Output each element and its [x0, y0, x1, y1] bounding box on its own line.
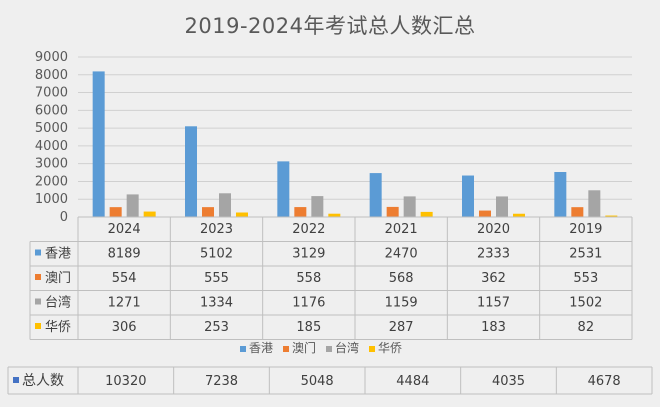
data-label: 2333	[477, 247, 510, 262]
data-label: 568	[389, 271, 414, 286]
data-label: 183	[481, 320, 506, 335]
y-tick-label: 6000	[35, 103, 68, 118]
bar-华侨-2022	[328, 213, 341, 217]
bar-香港-2024	[92, 71, 105, 217]
legend-swatch-香港	[240, 346, 246, 352]
y-tick-label: 2000	[35, 174, 68, 189]
bar-华侨-2019	[605, 215, 618, 217]
data-label: 1157	[477, 296, 510, 311]
data-label: 82	[578, 320, 595, 335]
x-tick-label: 2022	[292, 222, 325, 237]
data-label: 555	[204, 271, 229, 286]
table-row-label: 华侨	[45, 320, 71, 335]
total-value: 4678	[588, 374, 621, 389]
y-tick-label: 0	[60, 210, 68, 225]
data-label: 253	[204, 320, 229, 335]
bar-华侨-2021	[420, 211, 433, 217]
table-legend-key-华侨	[35, 323, 41, 329]
total-row-label: 总人数	[22, 373, 64, 389]
bar-澳门-2024	[109, 207, 122, 217]
bar-台湾-2021	[403, 196, 416, 217]
data-label: 362	[481, 271, 506, 286]
legend-label: 华侨	[378, 341, 402, 355]
bar-香港-2020	[462, 175, 474, 217]
bar-香港-2022	[277, 161, 290, 217]
y-tick-label: 4000	[35, 139, 68, 154]
y-tick-label: 1000	[35, 192, 68, 207]
table-legend-key-香港	[35, 249, 41, 256]
bar-澳门-2021	[386, 206, 399, 217]
table-legend-key-台湾	[35, 298, 41, 305]
chart-title: 2019-2024年考试总人数汇总	[184, 14, 476, 38]
bar-台湾-2023	[219, 193, 231, 217]
legend-label: 台湾	[335, 340, 359, 355]
total-value: 7238	[205, 374, 238, 389]
bar-台湾-2022	[311, 196, 324, 217]
data-label: 1334	[200, 296, 233, 311]
total-legend-key	[13, 377, 19, 383]
bar-澳门-2023	[202, 207, 214, 217]
bar-香港-2019	[554, 172, 567, 217]
data-label: 558	[296, 271, 321, 286]
data-label: 3129	[292, 247, 325, 262]
bar-香港-2023	[185, 126, 197, 217]
data-label: 287	[389, 320, 414, 335]
legend-swatch-华侨	[369, 346, 375, 352]
bar-香港-2021	[369, 173, 382, 217]
data-label: 553	[573, 271, 598, 286]
x-tick-label: 2021	[385, 222, 418, 237]
legend-swatch-台湾	[326, 346, 332, 352]
data-label: 306	[112, 320, 137, 335]
table-legend-key-澳门	[35, 274, 41, 280]
total-value: 10320	[105, 374, 146, 389]
y-tick-label: 8000	[35, 68, 68, 83]
total-value: 4035	[492, 374, 525, 389]
x-tick-label: 2019	[569, 222, 602, 237]
bar-华侨-2024	[143, 211, 156, 217]
data-label: 5102	[200, 247, 233, 262]
y-tick-label: 3000	[35, 157, 68, 172]
data-label: 1159	[385, 296, 418, 311]
y-tick-label: 9000	[35, 50, 68, 65]
data-label: 554	[112, 271, 137, 286]
bar-华侨-2020	[513, 213, 525, 217]
bar-澳门-2022	[294, 207, 307, 217]
data-label: 1271	[108, 296, 141, 311]
bar-华侨-2023	[236, 212, 248, 217]
data-label: 1502	[569, 296, 602, 311]
data-label: 1176	[292, 296, 325, 311]
data-label: 2531	[569, 247, 602, 262]
bar-台湾-2024	[126, 194, 139, 217]
y-tick-label: 7000	[35, 86, 68, 101]
x-tick-label: 2020	[477, 222, 510, 237]
bar-澳门-2020	[479, 210, 491, 217]
legend-label: 香港	[249, 341, 273, 355]
bar-台湾-2020	[496, 196, 508, 217]
bar-台湾-2019	[588, 190, 601, 217]
legend-swatch-澳门	[283, 346, 289, 352]
x-tick-label: 2023	[200, 222, 233, 237]
total-value: 5048	[301, 374, 334, 389]
bar-澳门-2019	[571, 207, 584, 217]
x-tick-label: 2024	[108, 222, 141, 237]
table-row-label: 香港	[45, 247, 71, 262]
table-row-label: 澳门	[45, 270, 71, 286]
data-label: 2470	[385, 247, 418, 262]
legend-label: 澳门	[292, 340, 316, 355]
table-row-label: 台湾	[45, 295, 71, 311]
y-tick-label: 5000	[35, 121, 68, 136]
data-label: 8189	[108, 247, 141, 262]
data-label: 185	[296, 320, 321, 335]
total-value: 4484	[396, 374, 429, 389]
